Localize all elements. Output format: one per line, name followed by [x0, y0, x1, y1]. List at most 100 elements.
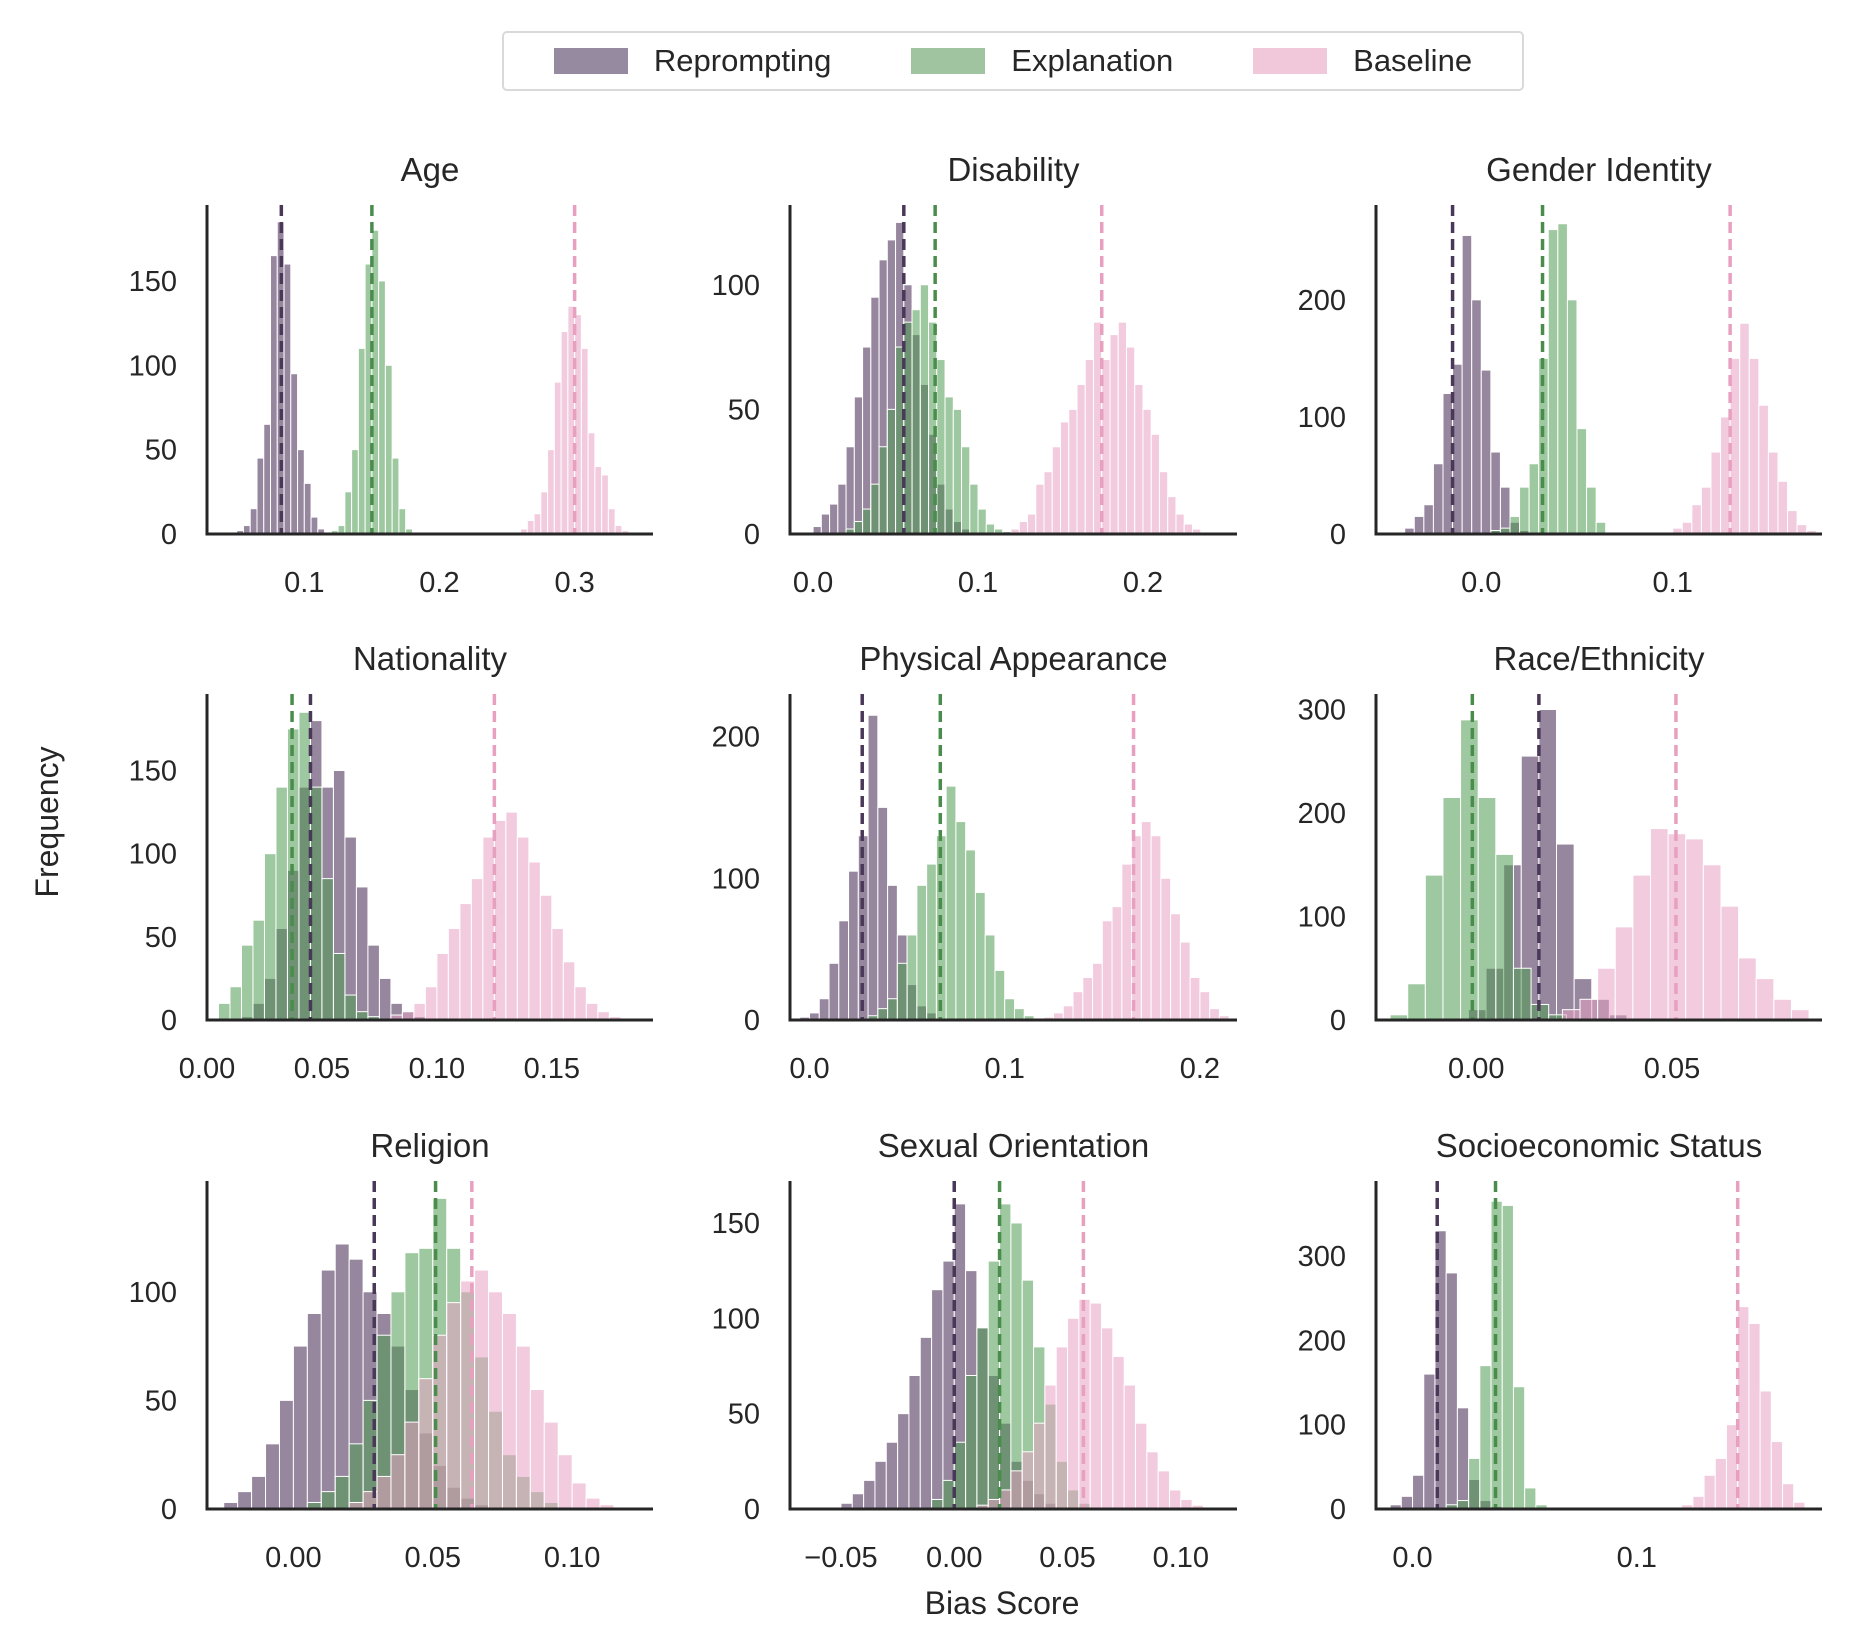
histogram-bar	[829, 503, 839, 535]
histogram-bar	[237, 1491, 253, 1510]
histogram-bar	[1738, 957, 1757, 1021]
histogram-bar	[952, 408, 963, 535]
panel-title: Socioeconomic Status	[1436, 1127, 1763, 1164]
x-tick-label: 0.05	[294, 1053, 350, 1085]
histogram-bar	[357, 347, 366, 535]
histogram-bar	[1782, 1483, 1795, 1510]
histogram-bar	[1632, 874, 1651, 1021]
y-tick-label: 0	[744, 1494, 760, 1526]
histogram-bar	[886, 408, 897, 535]
histogram-bar	[919, 1336, 933, 1510]
histogram-bar	[251, 1475, 267, 1510]
panel-title: Physical Appearance	[859, 640, 1167, 677]
histogram-bar	[1109, 334, 1119, 535]
x-tick-label: 0.1	[1653, 567, 1693, 599]
histogram-bar	[367, 944, 380, 1021]
histogram-bar	[1157, 1470, 1170, 1510]
x-tick-label: 0.15	[524, 1053, 580, 1085]
panel-title: Sexual Orientation	[878, 1127, 1150, 1164]
panel-religion: Religion 0.00 0.05 0.10 0 50 100	[129, 1127, 653, 1574]
histogram-bar	[877, 1008, 889, 1021]
x-tick-label: −0.05	[804, 1542, 877, 1574]
histogram-bar	[878, 446, 888, 535]
histogram-bar	[1770, 1441, 1784, 1510]
histogram-bar	[1423, 1373, 1436, 1510]
histogram-bar	[944, 396, 954, 535]
histogram-bar	[1714, 1457, 1727, 1510]
histogram-bar	[229, 986, 242, 1021]
histogram-bar	[853, 396, 864, 535]
histogram-bar	[436, 952, 449, 1021]
y-tick-label: 150	[129, 266, 177, 298]
x-tick-label: 0.10	[544, 1542, 600, 1574]
histogram-bar	[390, 1454, 406, 1510]
x-tick-label: 0.1	[985, 1053, 1025, 1085]
panel-physical-appearance: Physical Appearance 0.0 0.1 0.2 0 100 200	[712, 640, 1237, 1085]
histogram-bar	[585, 1497, 601, 1510]
y-tick-label: 200	[1298, 798, 1346, 830]
histogram-bar	[1490, 451, 1501, 535]
histogram-bar	[310, 516, 319, 535]
x-tick-label: 0.1	[1617, 1542, 1657, 1574]
histogram-bar	[344, 994, 357, 1021]
histogram-bar	[1111, 906, 1123, 1021]
histogram-bar	[945, 785, 957, 1021]
histogram-bar	[965, 1375, 978, 1510]
histogram-bar	[1072, 991, 1084, 1021]
histogram-bar	[916, 884, 928, 1021]
y-tick-label: 0	[161, 1005, 177, 1037]
histogram-bar	[1068, 408, 1078, 535]
histogram-bar	[897, 1413, 910, 1510]
y-tick-label: 200	[712, 722, 760, 754]
histogram-bar	[1432, 463, 1444, 535]
histogram-bar	[1468, 1457, 1481, 1510]
histogram-bar	[1043, 471, 1053, 535]
legend-swatch-explanation	[911, 48, 986, 74]
series-baseline	[390, 811, 622, 1021]
legend-swatch-reprompting	[553, 48, 628, 74]
histogram-bar	[1121, 863, 1133, 1021]
histogram-bar	[501, 1313, 517, 1510]
histogram-bar	[1004, 998, 1015, 1021]
histogram-bar	[571, 1482, 587, 1510]
histogram-bar	[874, 1460, 887, 1510]
histogram-bar	[256, 457, 265, 535]
x-tick-label: 0.00	[179, 1053, 235, 1085]
histogram-bar	[984, 934, 996, 1021]
histogram-bar	[540, 491, 549, 535]
histogram-bar	[1125, 346, 1136, 535]
series-baseline	[520, 305, 630, 535]
histogram-bar	[1495, 853, 1514, 1021]
histogram-bar	[1044, 1384, 1057, 1510]
histogram-bar	[539, 894, 553, 1021]
y-tick-label: 0	[1330, 1005, 1346, 1037]
histogram-bar	[303, 482, 312, 535]
histogram-bar	[1209, 1008, 1220, 1021]
histogram-bar	[344, 836, 357, 1021]
series-baseline	[1672, 322, 1817, 535]
histogram-bar	[906, 934, 918, 1021]
histogram-bar	[1092, 962, 1103, 1021]
x-tick-label: 0.10	[409, 1053, 465, 1085]
histogram-bar	[1703, 1474, 1716, 1510]
panel-age: Age 0.1 0.2 0.3 0 50 100 150	[129, 151, 653, 599]
histogram-bar	[974, 891, 986, 1021]
histogram-bar	[1538, 709, 1558, 1021]
histogram-bar	[919, 284, 930, 535]
legend-swatch-baseline	[1253, 48, 1328, 74]
histogram-bar	[1501, 1204, 1514, 1510]
histogram-bar	[1691, 504, 1702, 535]
histogram-bar	[994, 969, 1006, 1021]
y-tick-label: 50	[145, 435, 177, 467]
histogram-bar	[848, 870, 859, 1021]
histogram-bar	[1595, 521, 1607, 535]
x-tick-label: 0.2	[1123, 567, 1163, 599]
x-tick-label: 0.1	[958, 567, 998, 599]
histogram-bar	[1146, 1451, 1159, 1510]
histogram-bar	[1134, 383, 1144, 535]
histogram-bar	[580, 347, 589, 535]
y-tick-label: 100	[129, 839, 177, 871]
histogram-bar	[955, 821, 967, 1021]
x-tick-label: 0.2	[1180, 1053, 1220, 1085]
